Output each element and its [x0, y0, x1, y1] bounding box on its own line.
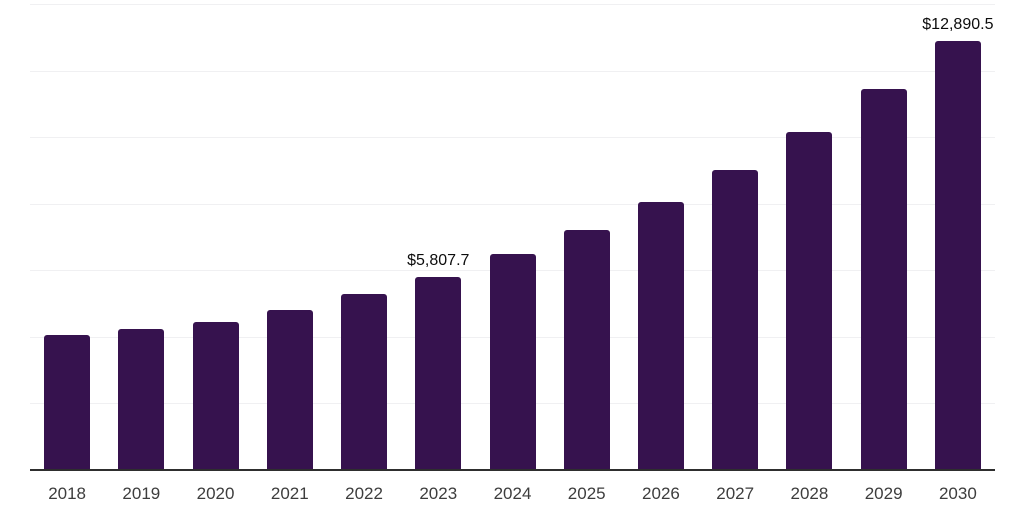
bar-2022 — [341, 294, 388, 470]
x-tick-label-2025: 2025 — [567, 484, 606, 503]
gridline — [30, 4, 995, 5]
bar-2018 — [44, 335, 91, 470]
bar-2020 — [192, 322, 239, 470]
x-tick-label-2028: 2028 — [790, 484, 829, 503]
bar-2021 — [266, 310, 313, 470]
x-tick-label-2022: 2022 — [345, 484, 383, 503]
gridline — [30, 203, 995, 205]
bar-2024 — [489, 254, 536, 470]
x-tick-label-2021: 2021 — [270, 484, 309, 503]
x-tick-label-2029: 2029 — [864, 484, 903, 503]
bar-2029 — [860, 89, 907, 470]
bar-2028 — [786, 132, 833, 470]
bar-2026 — [637, 202, 684, 470]
bar-2019 — [118, 329, 165, 470]
x-tick-label-2018: 2018 — [48, 484, 87, 503]
x-tick-label-2026: 2026 — [642, 484, 680, 503]
bar-value-label-2030: $12,890.5 — [922, 15, 994, 33]
x-tick-label-2019: 2019 — [122, 484, 161, 503]
gridline — [30, 70, 995, 72]
gridline — [30, 137, 995, 139]
x-tick-label-2020: 2020 — [196, 484, 235, 503]
bar-2027 — [712, 170, 759, 470]
x-tick-label-2030: 2030 — [938, 484, 977, 503]
x-tick-label-2024: 2024 — [493, 484, 532, 503]
x-axis-line — [30, 469, 995, 471]
bar-2025 — [563, 230, 610, 470]
x-tick-label-2027: 2027 — [716, 484, 755, 503]
bar-2030 — [934, 40, 981, 470]
bar-value-label-2023: $5,807.7 — [407, 251, 470, 269]
bar-2023 — [415, 276, 462, 470]
x-tick-label-2023: 2023 — [419, 484, 458, 503]
